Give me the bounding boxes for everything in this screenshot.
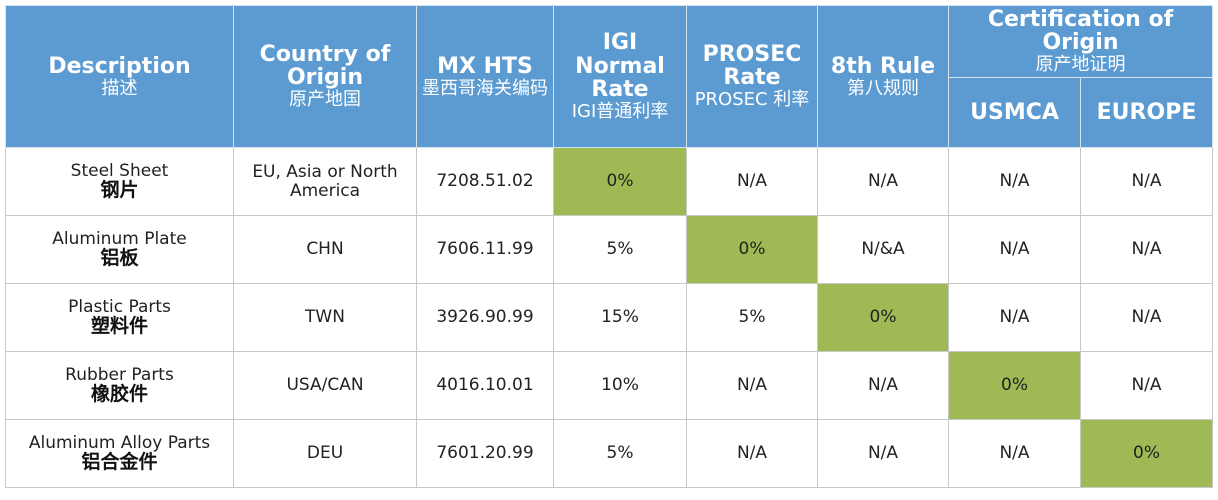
cell: 5% [686,283,818,353]
item-zh: 橡胶件 [90,383,148,406]
cell: N/A [1080,283,1213,353]
item-en: Steel Sheet [70,160,169,181]
cell: N/A [948,215,1081,285]
sub-header: USMCA [948,77,1081,149]
item-en: Plastic Parts [68,296,171,317]
cell: 5% [553,215,687,285]
column-header: Certification of Origin 原产地证明 [948,4,1213,79]
item-en: Aluminum Alloy Parts [28,432,211,453]
cell: TWN [233,283,417,353]
cell: 7208.51.02 [416,147,554,217]
table-row: Steel Sheet 钢片 EU, Asia or North America 72… [5,147,1213,217]
header-en: EUROPE [1096,100,1197,126]
cell: N/A [948,419,1081,489]
column-header: MX HTS 墨西哥海关编码 [416,4,554,149]
cell: EU, Asia or North America [233,147,417,217]
item-zh: 铝合金件 [81,451,158,474]
cell: DEU [233,419,417,489]
header-zh: 墨西哥海关编码 [422,77,548,99]
cell: 3926.90.99 [416,283,554,353]
cell: 7606.11.99 [416,215,554,285]
sub-header: EUROPE [1080,77,1213,149]
cell: 5% [553,419,687,489]
cell: N/A [817,147,949,217]
cell: CHN [233,215,417,285]
header-en: Country of Origin [259,42,391,91]
header-zh: 原产地国 [289,89,361,111]
column-header: IGI Normal Rate IGI普通利率 [553,4,687,149]
table-row: Rubber Parts 橡胶件 USA/CAN 4016.10.01 10% N/A N/… [5,351,1213,421]
header-en: Description [48,53,191,79]
header-en: Certification of Origin [987,7,1174,56]
description-cell: Aluminum Plate 铝板 [5,215,234,285]
item-zh: 铝板 [100,247,139,270]
header-zh: 第八规则 [847,77,919,99]
item-zh: 钢片 [100,179,139,202]
cell: 0% [1080,419,1213,489]
cell: N/A [817,351,949,421]
header-row: Description 描述 Country of Origin 原产地国 MX HTS… [5,4,1213,149]
header-zh: IGI普通利率 [571,100,669,122]
item-zh: 塑料件 [90,315,148,338]
cell: N/A [1080,215,1213,285]
cell: 10% [553,351,687,421]
header-zh: 原产地证明 [1035,54,1126,76]
tariff-table: Description 描述 Country of Origin 原产地国 MX HTS… [5,4,1213,489]
cell: N/A [948,147,1081,217]
cell: N/A [1080,147,1213,217]
table-row: Plastic Parts 塑料件 TWN 3926.90.99 15% 5% 0% N/A N… [5,283,1213,353]
cell: N/A [1080,351,1213,421]
cell: N/A [817,419,949,489]
cell: 0% [948,351,1081,421]
description-cell: Aluminum Alloy Parts 铝合金件 [5,419,234,489]
cell: N/A [948,283,1081,353]
column-header: Country of Origin 原产地国 [233,4,417,149]
cell: USA/CAN [233,351,417,421]
description-cell: Steel Sheet 钢片 [5,147,234,217]
item-en: Aluminum Plate [52,228,187,249]
header-en: USMCA [970,100,1059,126]
header-zh: PROSEC 利率 [694,89,810,111]
cell: N/A [686,351,818,421]
description-cell: Rubber Parts 橡胶件 [5,351,234,421]
header-en: IGI Normal Rate [575,30,665,102]
table-row: Aluminum Alloy Parts 铝合金件 DEU 7601.20.99 5% N… [5,419,1213,489]
cell: N/A [686,147,818,217]
description-cell: Plastic Parts 塑料件 [5,283,234,353]
header-zh: 描述 [101,77,138,99]
header-en: 8th Rule [830,53,936,79]
cell: 0% [817,283,949,353]
cell: 0% [553,147,687,217]
cell: N/A [686,419,818,489]
header-en: PROSEC Rate [702,42,802,91]
cell: N/&A [817,215,949,285]
item-en: Rubber Parts [65,364,174,385]
cell: 7601.20.99 [416,419,554,489]
cell: 0% [686,215,818,285]
column-header: PROSEC Rate PROSEC 利率 [686,4,818,149]
column-header: Description 描述 [5,4,234,149]
cell: 4016.10.01 [416,351,554,421]
table-row: Aluminum Plate 铝板 CHN 7606.11.99 5% 0% N/&A N/A… [5,215,1213,285]
cell: 15% [553,283,687,353]
header-subrow: USMCA EUROPE [6,77,1213,149]
header-en: MX HTS [437,53,533,79]
column-header: 8th Rule 第八规则 [817,4,949,149]
